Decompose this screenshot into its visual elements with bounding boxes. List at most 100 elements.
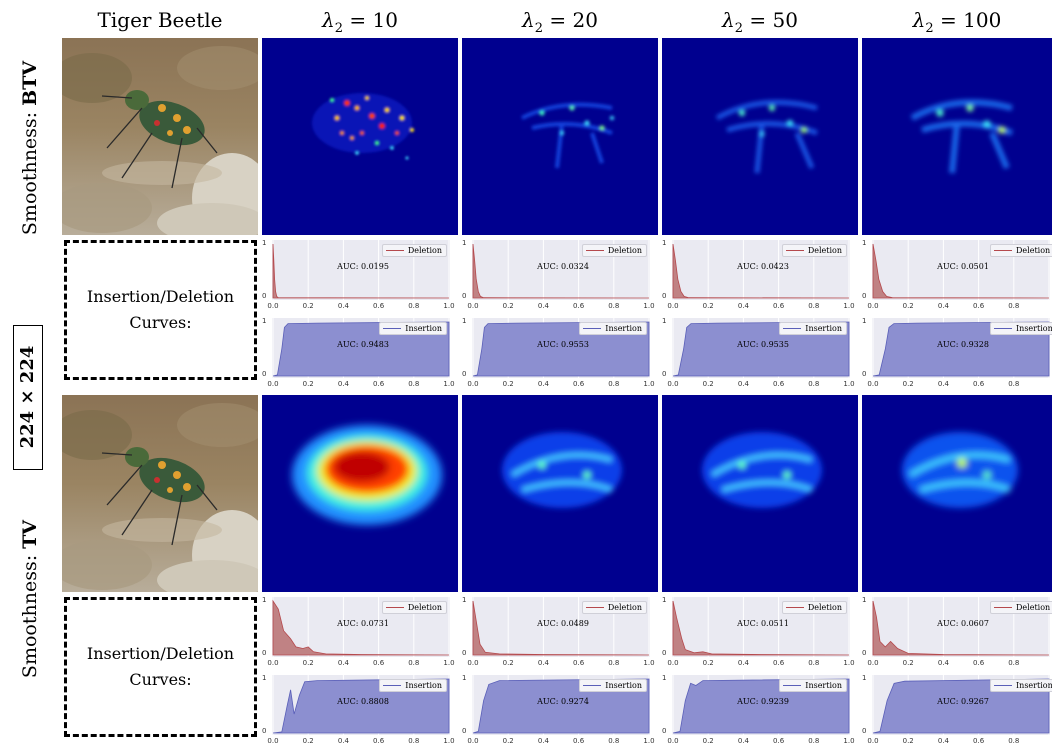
x-tick-label: 0.8: [608, 737, 620, 745]
lambda-title-4: λ2 = 100: [912, 8, 1002, 36]
legend-swatch: [994, 607, 1012, 608]
x-tick-label: 0.2: [502, 659, 514, 667]
deletion-legend: Deletion: [381, 601, 447, 614]
legend-swatch: [585, 250, 604, 251]
legend-label: Insertion: [405, 324, 442, 333]
x-tick-label: 0.2: [702, 737, 714, 745]
insertion-area: [872, 321, 1050, 377]
insertion-legend: Insertion: [579, 322, 647, 335]
legend-label: Deletion: [807, 603, 842, 612]
auc-label: AUC: 0.0511: [737, 619, 789, 628]
insertion-curve-plot-btv-50: Insertion AUC: 0.9535: [672, 318, 850, 378]
y-tick-label: 1: [262, 239, 267, 247]
tiger-beetle-photo-top: [62, 38, 258, 235]
x-tick-label: 0.8: [408, 302, 420, 310]
curves-label-line2: Curves:: [129, 313, 192, 332]
legend-label: Deletion: [807, 246, 842, 255]
x-tick-label: 0.6: [373, 380, 385, 388]
saliency-heatmap-tv-10: [262, 395, 458, 592]
legend-label: Insertion: [405, 681, 442, 690]
x-tick-label: 0.8: [808, 380, 820, 388]
x-tick-label: 0.6: [573, 302, 585, 310]
y-tick-label: 0: [262, 727, 267, 735]
x-tick-label: 0.2: [502, 302, 514, 310]
legend-label: Insertion: [805, 681, 842, 690]
deletion-area: [872, 243, 1050, 299]
x-tick-label: 0.8: [1008, 659, 1020, 667]
y-tick-label: 1: [862, 674, 867, 682]
x-tick-label: 0.6: [773, 380, 785, 388]
deletion-legend: Deletion: [781, 244, 847, 257]
insertion-area: [472, 678, 650, 734]
x-tick-label: 0.8: [808, 737, 820, 745]
y-tick-label: 0: [462, 292, 467, 300]
deletion-legend: Deletion: [990, 601, 1052, 614]
legend-label: Deletion: [607, 603, 642, 612]
x-tick-label: 0.2: [902, 380, 914, 388]
y-tick-label: 1: [862, 239, 867, 247]
saliency-heatmap-btv-100: [862, 38, 1052, 235]
deletion-area: [272, 243, 450, 299]
insertion-curve-plot-tv-10: Insertion AUC: 0.8808: [272, 675, 450, 735]
auc-label: AUC: 0.8808: [337, 697, 389, 706]
auc-label: AUC: 0.9483: [337, 340, 389, 349]
y-tick-label: 0: [462, 649, 467, 657]
x-tick-label: 0.8: [408, 380, 420, 388]
deletion-legend: Deletion: [581, 244, 647, 257]
x-tick-label: 0.4: [937, 380, 949, 388]
tiger-beetle-photo-bottom: [62, 395, 258, 592]
deletion-area: [472, 243, 650, 299]
x-tick-label: 0.8: [408, 659, 420, 667]
x-tick-label: 0.8: [408, 737, 420, 745]
y-tick-label: 1: [262, 317, 267, 325]
legend-swatch: [385, 250, 404, 251]
y-tick-label: 0: [462, 727, 467, 735]
curves-label-line1: Insertion/Deletion: [86, 644, 235, 663]
lambda-title-2: λ2 = 20: [522, 8, 598, 36]
y-tick-label: 1: [262, 674, 267, 682]
legend-label: Deletion: [407, 603, 442, 612]
saliency-heatmap-tv-100: [862, 395, 1052, 592]
y-tick-label: 1: [862, 596, 867, 604]
row-label-tv: Smoothness: TV: [19, 519, 41, 679]
legend-swatch: [785, 607, 804, 608]
auc-label: AUC: 0.0731: [337, 619, 389, 628]
insertion-area: [272, 321, 450, 377]
x-tick-label: 0.4: [337, 380, 349, 388]
auc-label: AUC: 0.0489: [537, 619, 589, 628]
auc-label: AUC: 0.9267: [937, 697, 989, 706]
x-tick-label: 0.4: [537, 302, 549, 310]
x-tick-label: 0.0: [467, 380, 479, 388]
deletion-curve-plot-btv-20: Deletion AUC: 0.0324: [472, 240, 650, 300]
x-tick-label: 0.2: [302, 302, 314, 310]
deletion-legend: Deletion: [990, 244, 1052, 257]
insertion-curve-plot-tv-100: Insertion AUC: 0.9267: [872, 675, 1052, 735]
saliency-heatmap-btv-10: [262, 38, 458, 235]
y-tick-label: 0: [862, 649, 867, 657]
deletion-curve-plot-tv-20: Deletion AUC: 0.0489: [472, 597, 650, 657]
x-tick-label: 0.6: [373, 302, 385, 310]
legend-swatch: [383, 685, 402, 686]
auc-label: AUC: 0.9274: [537, 697, 589, 706]
x-tick-label: 0.2: [902, 302, 914, 310]
x-tick-label: 0.0: [267, 302, 279, 310]
legend-label: Deletion: [1016, 603, 1051, 612]
y-tick-label: 1: [462, 239, 467, 247]
x-tick-label: 0.0: [867, 737, 879, 745]
x-tick-label: 0.4: [537, 737, 549, 745]
x-tick-label: 0.0: [867, 380, 879, 388]
insertion-curve-plot-btv-20: Insertion AUC: 0.9553: [472, 318, 650, 378]
x-tick-label: 0.4: [937, 737, 949, 745]
x-tick-label: 0.8: [608, 302, 620, 310]
y-tick-label: 0: [662, 727, 667, 735]
y-tick-label: 1: [462, 596, 467, 604]
x-tick-label: 0.6: [573, 380, 585, 388]
x-tick-label: 0.8: [608, 380, 620, 388]
x-tick-label: 1.0: [443, 737, 455, 745]
y-tick-label: 0: [262, 292, 267, 300]
legend-label: Insertion: [605, 324, 642, 333]
x-tick-label: 0.8: [1008, 302, 1020, 310]
x-tick-label: 0.4: [537, 659, 549, 667]
legend-swatch: [583, 685, 602, 686]
x-tick-label: 0.6: [773, 302, 785, 310]
